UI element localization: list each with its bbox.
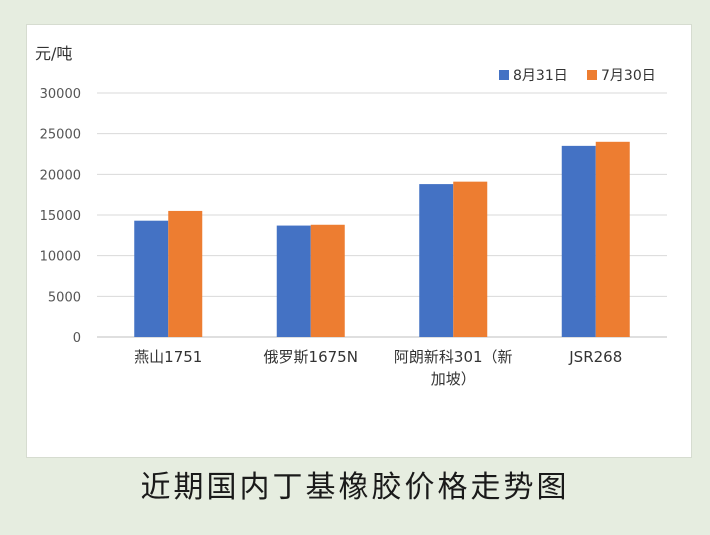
x-tick-label: 俄罗斯1675N — [264, 348, 358, 366]
x-tick-label: 加坡） — [431, 370, 476, 388]
bar — [595, 141, 630, 337]
y-axis-label: 元/吨 — [35, 44, 72, 63]
y-tick-label: 5000 — [48, 290, 81, 305]
bar — [276, 225, 311, 337]
x-tick-label: 阿朗新科301（新 — [394, 348, 513, 366]
y-tick-label: 30000 — [40, 87, 81, 102]
x-tick-label: 燕山1751 — [134, 348, 202, 366]
chart-panel: 元/吨 0 5000 10000 15000 20000 25000 30000 燕山1751 俄… — [26, 24, 692, 458]
bar — [134, 220, 169, 337]
y-tick-label: 15000 — [40, 209, 81, 224]
y-tick-label: 10000 — [40, 250, 81, 265]
bar-chart: 元/吨 0 5000 10000 15000 20000 25000 30000 燕山1751 俄… — [35, 44, 667, 388]
legend-label: 7月30日 — [601, 68, 656, 84]
y-tick-label: 0 — [73, 331, 81, 346]
bar — [168, 210, 203, 337]
x-tick-label: JSR268 — [568, 348, 622, 366]
bar — [310, 224, 345, 337]
bar — [453, 181, 488, 337]
y-tick-label: 25000 — [40, 128, 81, 143]
y-tick-label: 20000 — [40, 168, 81, 183]
legend-swatch — [587, 70, 597, 80]
bar — [561, 145, 596, 337]
bar — [419, 184, 454, 337]
legend-swatch — [499, 70, 509, 80]
chart-caption: 近期国内丁基橡胶价格走势图 — [140, 470, 570, 505]
legend-label: 8月31日 — [513, 68, 568, 84]
